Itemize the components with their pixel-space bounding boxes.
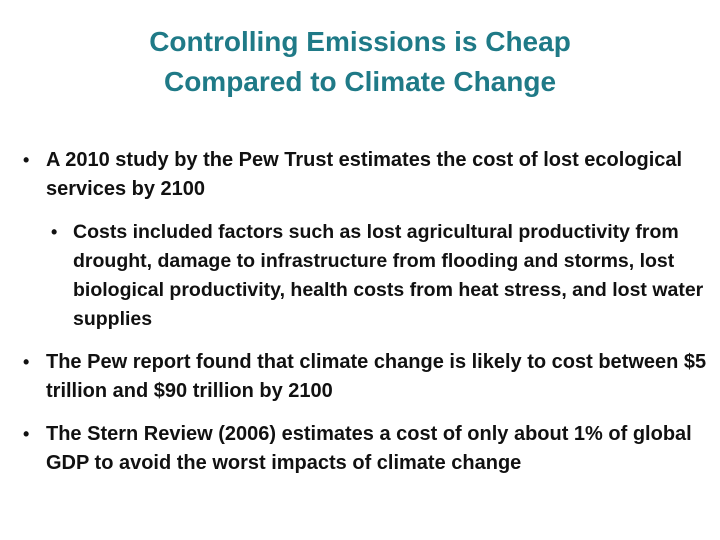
bullet-marker: •	[23, 150, 30, 170]
slide-title: Controlling Emissions is Cheap Compared …	[40, 22, 680, 102]
slide-title-line-1: Controlling Emissions is Cheap	[149, 26, 571, 57]
sub-bullet-marker: •	[51, 222, 58, 242]
bullet-list: • A 2010 study by the Pew Trust estimate…	[18, 146, 708, 492]
sub-bullet-text: Costs included factors such as lost agri…	[73, 221, 704, 330]
bullet-text: A 2010 study by the Pew Trust estimates …	[46, 149, 683, 200]
sub-bullet-item-cost-factors: • Costs included factors such as lost ag…	[45, 218, 708, 334]
bullet-text: The Stern Review (2006) estimates a cost…	[46, 423, 692, 474]
bullet-marker: •	[23, 352, 30, 372]
slide-title-line-2: Compared to Climate Change	[163, 66, 557, 97]
bullet-item-stern-review: • The Stern Review (2006) estimates a co…	[18, 420, 708, 478]
bullet-text: The Pew report found that climate change…	[46, 351, 707, 402]
bullet-item-pew-study: • A 2010 study by the Pew Trust estimate…	[18, 146, 708, 204]
bullet-item-pew-report: • The Pew report found that climate chan…	[18, 348, 708, 406]
bullet-marker: •	[23, 424, 30, 444]
